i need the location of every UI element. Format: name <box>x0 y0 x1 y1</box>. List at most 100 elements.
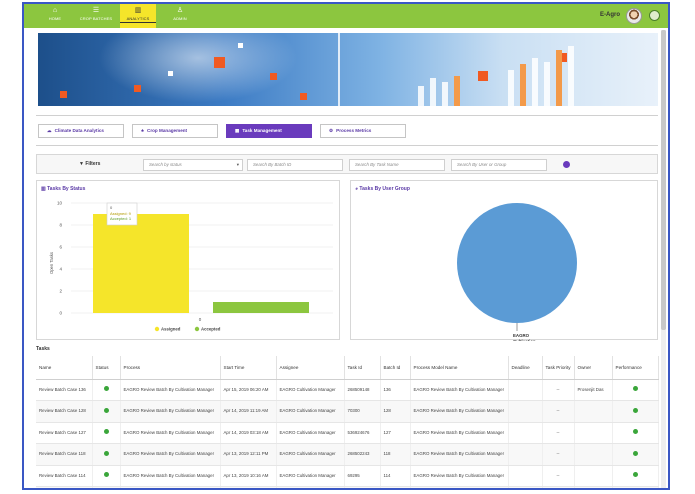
status-select-placeholder: Search by status <box>149 162 182 167</box>
legend-marker <box>194 326 200 332</box>
table-row[interactable]: Review Batch Case 118 EAGRO Review Batch … <box>36 443 659 466</box>
task-name-input[interactable]: Search By Task Name <box>349 159 445 171</box>
power-icon[interactable] <box>649 10 660 21</box>
cell-process: EAGRO Review Batch By Cultivation Manage… <box>120 465 221 487</box>
filter-icon: ▼ <box>79 161 86 167</box>
nav-admin[interactable]: ♙ ADMIN <box>168 6 192 26</box>
cell-batch-id: 114 <box>380 465 411 487</box>
scrollbar-thumb[interactable] <box>661 30 666 330</box>
tab-process-metrics[interactable]: ⚙ Process Metrics <box>320 124 406 138</box>
column-header[interactable]: Deadline <box>508 356 543 380</box>
cell-deadline <box>508 422 543 444</box>
tab-task-management[interactable]: ▦ Task Management <box>226 124 312 138</box>
metrics-icon: ⚙ <box>329 128 334 133</box>
nav-home[interactable]: ⌂ HOME <box>42 6 68 26</box>
status-cell <box>92 422 121 444</box>
cell-model: EAGRO Review Batch By Cultivation Manage… <box>410 400 509 423</box>
cell-task-id: 69295 <box>344 465 381 487</box>
panel-title: ◕ Tasks By User Group <box>355 186 410 192</box>
performance-cell <box>612 422 659 444</box>
cell-batch-id <box>380 486 411 488</box>
column-header[interactable]: Task Priority <box>542 356 575 380</box>
tab-label: Process Metrics <box>336 128 372 133</box>
performance-ok-icon <box>632 386 638 392</box>
banner-divider <box>338 33 340 106</box>
app-window: ⌂ HOME ☰ CROP BATCHES ▥ ANALYTICS ♙ ADMI… <box>22 2 670 490</box>
avatar[interactable] <box>626 8 642 24</box>
divider <box>36 145 658 146</box>
table-row[interactable]: Review Batch Case 128 EAGRO Review Batch … <box>36 400 659 423</box>
chart-icon: ▥ <box>134 7 142 14</box>
cell-priority: -- <box>542 443 575 466</box>
cell-owner <box>574 443 613 466</box>
nav-crop-batches-label: CROP BATCHES <box>79 16 113 21</box>
column-header[interactable]: Name <box>36 356 93 380</box>
nav-analytics[interactable]: ▥ ANALYTICS <box>120 4 156 28</box>
column-header[interactable]: Assignee <box>276 356 345 380</box>
status-select[interactable]: Search by status ▾ <box>143 159 243 171</box>
chevron-down-icon: ▾ <box>236 162 239 167</box>
user-group-input[interactable]: Search By User or Group <box>451 159 547 171</box>
performance-cell <box>612 400 659 423</box>
cell-process: EAGRO Review Batch By Cultivation Manage… <box>120 443 221 466</box>
filters-label-text: Filters <box>85 161 101 167</box>
banner-square <box>60 91 67 98</box>
status-ok-icon <box>103 450 109 456</box>
legend-marker <box>154 326 160 332</box>
y-tick-label: 2 <box>59 289 62 294</box>
status-ok-icon <box>103 386 109 392</box>
cell-model: EAGRO Review Batch By Cultivation <box>410 486 509 488</box>
batch-id-input[interactable]: Search By Batch ID <box>247 159 343 171</box>
banner-glow <box>98 33 298 103</box>
table-row[interactable]: Review Batch Case 136 EAGRO Review Batch … <box>36 379 659 401</box>
y-tick-label: 4 <box>59 267 62 272</box>
nav-crop-batches[interactable]: ☰ CROP BATCHES <box>76 6 116 26</box>
table-row[interactable]: Review Batch Case EAGRO Review Batch By C… <box>36 486 659 488</box>
batch-id-placeholder: Search By Batch ID <box>253 162 292 167</box>
column-header[interactable]: Owner <box>574 356 613 380</box>
cell-task-id <box>344 486 381 488</box>
column-header[interactable]: Process Model Name <box>410 356 509 380</box>
column-header[interactable]: Status <box>92 356 121 380</box>
cell-owner <box>574 486 613 488</box>
filters-label: ▼ Filters <box>79 161 100 167</box>
scrollbar[interactable] <box>661 30 666 488</box>
list-icon: ☰ <box>92 7 100 14</box>
cloud-icon: ☁ <box>47 128 52 133</box>
nav-analytics-label: ANALYTICS <box>120 15 156 23</box>
performance-ok-icon <box>632 407 638 413</box>
banner-square <box>238 43 243 48</box>
bar-chart-icon: ▥ <box>41 186 48 192</box>
column-header[interactable]: Batch Id <box>380 356 411 380</box>
cell-task-id: 268502243 <box>344 443 381 466</box>
cell-owner: Prosenjit Das <box>574 379 613 401</box>
cell-task-id: 268509148 <box>344 379 381 401</box>
table-row[interactable]: Review Batch Case 114 EAGRO Review Batch … <box>36 465 659 487</box>
column-header[interactable]: Start Time <box>220 356 277 380</box>
cell-start: Apr 13, 2019 09:41 <box>220 486 277 488</box>
nav-admin-label: ADMIN <box>173 16 187 21</box>
cell-priority: -- <box>542 465 575 487</box>
cell-deadline <box>508 486 543 488</box>
gear-icon[interactable] <box>563 161 570 168</box>
cell-start: Apr 14, 2019 03:18 AM <box>220 422 277 444</box>
cell-name: Review Batch Case <box>36 486 93 488</box>
cell-name: Review Batch Case 128 <box>36 400 93 423</box>
status-ok-icon <box>103 407 109 413</box>
table-row[interactable]: Review Batch Case 127 EAGRO Review Batch … <box>36 422 659 444</box>
tab-crop-management[interactable]: ♣ Crop Management <box>132 124 218 138</box>
tab-climate-data-analytics[interactable]: ☁ Climate Data Analytics <box>38 124 124 138</box>
tooltip-line: Assigned: 9 <box>110 211 132 216</box>
column-header[interactable]: Performance <box>612 356 659 380</box>
top-nav-bar: ⌂ HOME ☰ CROP BATCHES ▥ ANALYTICS ♙ ADMI… <box>24 4 668 28</box>
brand-name: E-Agro <box>600 12 620 18</box>
banner-square <box>300 93 307 100</box>
column-header[interactable]: Process <box>120 356 221 380</box>
cell-start: Apr 13, 2019 10:16 AM <box>220 465 277 487</box>
performance-ok-icon <box>632 429 638 435</box>
column-header[interactable]: Task Id <box>344 356 381 380</box>
legend-label: Accepted <box>201 327 221 332</box>
status-cell <box>92 465 121 487</box>
